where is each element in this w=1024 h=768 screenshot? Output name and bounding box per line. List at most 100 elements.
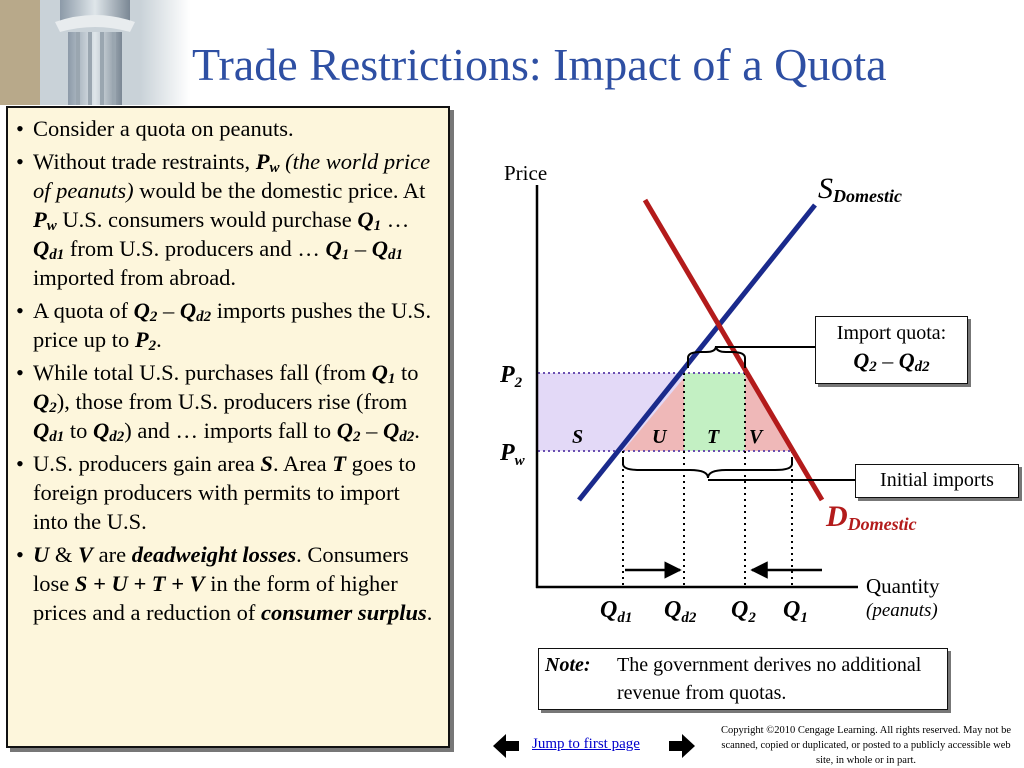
note-label: Note:	[545, 654, 591, 676]
initial-imports-callout: Initial imports	[855, 464, 1019, 498]
subscript: 2	[869, 359, 877, 375]
bullet-without-restraints: • Without trade restraints, Pw (the world…	[16, 149, 431, 290]
supply-label: SDomestic	[818, 172, 902, 206]
demand-label-main: D	[825, 500, 848, 533]
demand-label-sub: Domestic	[847, 514, 917, 534]
qd2-label: Qd2	[664, 597, 697, 626]
subscript: 2	[149, 309, 158, 325]
subscript: d2	[399, 429, 415, 445]
q1-label: Q1	[783, 597, 808, 626]
subscript: 1	[341, 247, 350, 263]
subscript: d2	[109, 429, 125, 445]
symbol-qd1: Q	[371, 236, 388, 261]
supply-label-sub: Domestic	[832, 186, 902, 206]
initial-imports-bracket	[622, 457, 793, 479]
minus-sign: –	[882, 348, 894, 373]
bullet-text: . Consumers lose	[33, 542, 409, 596]
bullet-text: from U.S. producers and …	[69, 236, 320, 261]
bullet-text: . Area	[272, 451, 327, 476]
bullet-text: imports pushes the U.S. price up to	[33, 298, 432, 352]
subscript: 2	[49, 400, 57, 416]
symbol-qd2: Q	[179, 298, 197, 323]
bullet-text: would be the domestic price. At	[139, 178, 426, 203]
slide-title: Trade Restrictions: Impact of a Quota	[192, 39, 887, 90]
import-quota-title: Import quota:	[836, 322, 947, 344]
qd1-label: Qd1	[600, 597, 632, 626]
previous-slide-arrow-icon[interactable]	[492, 733, 520, 759]
subscript: w	[269, 160, 280, 176]
bullet-text: to	[69, 418, 88, 443]
symbol-qd1: Q	[33, 418, 50, 443]
minus-sign: –	[366, 418, 378, 443]
pw-label-sub: w	[515, 453, 526, 469]
q2-label-main: Q	[731, 597, 748, 623]
symbol-qd2: Q	[382, 418, 400, 443]
bullet-text: ) and … imports fall to	[124, 418, 332, 443]
subscript: d1	[387, 247, 403, 263]
p2-label-main: P	[499, 362, 515, 388]
area-s-ref: S	[260, 451, 273, 476]
symbol-p2: P	[134, 327, 149, 352]
symbol-q1: Q	[325, 236, 342, 261]
subscript: 2	[148, 338, 157, 354]
area-t-label: T	[707, 426, 720, 448]
p2-label-sub: 2	[514, 375, 523, 391]
area-u-label: U	[652, 426, 668, 448]
symbol-pw: P	[33, 207, 47, 232]
symbol-qd2: Q	[93, 418, 110, 443]
bullet-text: A quota of	[33, 298, 128, 323]
bullet-text: .	[156, 327, 162, 352]
area-v-ref: V	[78, 542, 94, 567]
qd1-label-sub: d1	[617, 610, 632, 626]
bullet-text: .	[414, 418, 420, 443]
bullet-text: U.S. consumers would purchase	[62, 207, 352, 232]
q2-label: Q2	[731, 597, 756, 626]
deadweight-losses-term: deadweight losses	[131, 542, 297, 567]
note-text: The government derives no additional rev…	[617, 654, 922, 704]
pw-label-main: P	[499, 440, 515, 466]
jump-to-first-page-link[interactable]: Jump to first page	[532, 736, 640, 752]
symbol-q1: Q	[371, 360, 388, 385]
bullet-text: in the form of higher prices and a reduc…	[33, 571, 398, 625]
subscript: d1	[49, 429, 65, 445]
bullet-text: While total U.S. purchases fall (from	[33, 360, 367, 385]
minus-sign: –	[163, 298, 175, 323]
bullet-purchases-fall: • While total U.S. purchases fall (from Q…	[16, 360, 420, 445]
area-s-label: S	[572, 426, 583, 448]
area-u-ref: U	[33, 542, 50, 567]
demand-curve	[642, 198, 825, 502]
supply-curve	[577, 203, 817, 502]
subscript: 2	[352, 429, 361, 445]
bullet-deadweight-losses: • U & V are deadweight losses. Consumers …	[16, 542, 433, 625]
y-axis-label: Price	[504, 161, 547, 185]
area-t-ref: T	[332, 451, 347, 476]
demand-label: DDomestic	[825, 500, 917, 534]
x-axis-sublabel: (peanuts)	[866, 600, 938, 621]
bullet-consider-quota: • Consider a quota on peanuts.	[16, 116, 294, 141]
column-decoration-image	[0, 0, 190, 105]
bullet-text: .	[426, 600, 433, 625]
import-quota-callout: Import quota: Q2 – Qd2	[815, 316, 968, 384]
note-callout: Note: The government derives no addition…	[538, 648, 948, 710]
copyright-notice: Copyright ©2010 Cengage Learning. All ri…	[721, 725, 1011, 766]
symbol-pw: P	[255, 149, 270, 174]
import-quota-bracket	[687, 345, 746, 368]
bullet-text: imported from abroad.	[33, 265, 237, 290]
subscript: d1	[49, 247, 65, 263]
subscript: d2	[196, 309, 212, 325]
bullet-producers-gain: • U.S. producers gain area S. Area T goes…	[16, 451, 417, 534]
bullet-text: U.S. producers gain area	[33, 451, 255, 476]
q1-label-sub: 1	[800, 610, 808, 626]
next-slide-arrow-icon[interactable]	[668, 733, 696, 759]
area-u-region	[623, 373, 688, 451]
qd2-label-main: Q	[664, 597, 681, 623]
p2-label: P2	[499, 362, 523, 391]
area-v-label: V	[749, 426, 764, 448]
explanation-panel: • Consider a quota on peanuts. • Without t…	[6, 106, 450, 748]
x-axis-label: Quantity	[866, 574, 940, 598]
bullet-text: Consider a quota on peanuts.	[33, 116, 294, 141]
area-t-region	[684, 373, 745, 451]
minus-sign: –	[354, 236, 367, 261]
symbol-q2: Q	[33, 389, 50, 414]
q2-label-sub: 2	[747, 610, 756, 626]
